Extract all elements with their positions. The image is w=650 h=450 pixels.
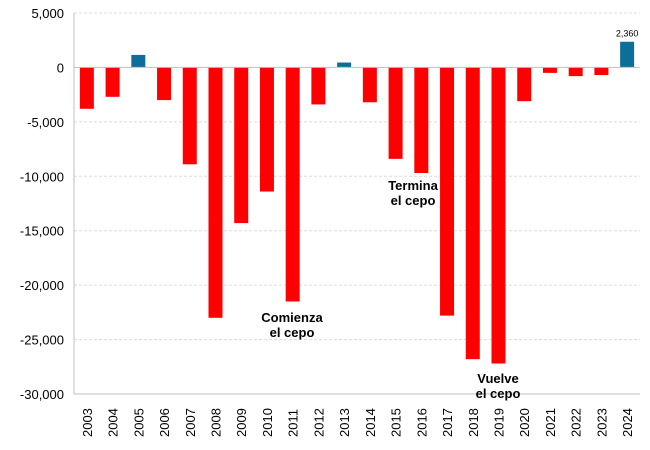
bar-2003 <box>79 67 94 109</box>
x-tick-label: 2008 <box>209 408 224 437</box>
y-tick-label: 0 <box>57 60 64 75</box>
x-tick-label: 2010 <box>260 408 275 437</box>
bar-2023 <box>594 67 609 76</box>
bar-2022 <box>568 67 583 77</box>
bar-2004 <box>105 67 120 97</box>
y-tick-label: -30,000 <box>20 387 64 402</box>
bar-2005 <box>131 54 146 68</box>
x-tick-label: 2009 <box>234 408 249 437</box>
x-tick-label: 2021 <box>543 408 558 437</box>
bar-2018 <box>465 67 480 360</box>
y-tick-label: -5,000 <box>27 115 64 130</box>
bar-2017 <box>440 67 455 316</box>
bar-2011 <box>285 67 300 302</box>
x-axis: 2003 2004 2005 2006 2007 2008 2009 2010 2011 2012… <box>74 66 640 437</box>
x-tick-label: 2015 <box>389 408 404 437</box>
x-tick-label: 2018 <box>466 408 481 437</box>
bar-2008 <box>208 67 223 318</box>
x-tick-label: 2016 <box>414 408 429 437</box>
x-tick-label: 2006 <box>157 408 172 437</box>
bar-2016 <box>414 67 429 174</box>
bar-2009 <box>234 67 249 224</box>
x-tick-label: 2003 <box>80 408 95 437</box>
x-tick-label: 2013 <box>337 408 352 437</box>
x-tick-label: 2011 <box>286 409 301 437</box>
x-tick-label: 2014 <box>363 408 378 437</box>
y-tick-label: -15,000 <box>20 224 64 239</box>
x-tick-label: 2004 <box>106 408 121 437</box>
bar-2012 <box>311 67 326 105</box>
x-tick-label: 2022 <box>569 408 584 437</box>
annotation-line: el cepo <box>270 325 315 340</box>
annotation-line: Termina <box>388 178 438 193</box>
annotation-termina: Termina el cepo <box>388 178 438 208</box>
y-tick-label: -20,000 <box>20 278 64 293</box>
bar-2024 <box>620 41 635 68</box>
x-tick-label: 2012 <box>311 408 326 437</box>
x-tick-label: 2005 <box>131 408 146 437</box>
x-tick-label: 2017 <box>440 408 455 437</box>
x-tick-label: 2007 <box>183 408 198 437</box>
bar-2007 <box>182 67 197 165</box>
bars <box>79 41 635 364</box>
bar-2021 <box>542 67 557 73</box>
y-tick-label: 5,000 <box>31 6 64 21</box>
x-tick-label: 2019 <box>492 408 507 437</box>
bar-2010 <box>259 67 274 192</box>
annotation-line: el cepo <box>476 386 521 401</box>
data-label: 2,360 <box>616 29 639 39</box>
bar-2020 <box>517 67 532 102</box>
y-tick-label: -10,000 <box>20 169 64 184</box>
annotation-vuelve: Vuelve el cepo <box>476 371 521 401</box>
annotation-comienza: Comienza el cepo <box>261 310 323 340</box>
x-tick-label: 2024 <box>620 408 635 437</box>
y-tick-label: -25,000 <box>20 333 64 348</box>
y-axis: 5,000 0 -5,000 -10,000 -15,000 -20,000 -25,000… <box>20 6 75 402</box>
bar-2019 <box>491 67 506 364</box>
bar-2013 <box>337 62 352 68</box>
data-labels: 2,360 <box>616 29 639 39</box>
annotation-line: Vuelve <box>477 371 518 386</box>
bar-2015 <box>388 67 403 159</box>
annotation-line: el cepo <box>391 193 436 208</box>
bar-2006 <box>157 67 172 101</box>
annotation-line: Comienza <box>261 310 323 325</box>
x-tick-label: 2023 <box>594 408 609 437</box>
bar-2014 <box>362 67 377 103</box>
x-tick-label: 2020 <box>517 408 532 437</box>
